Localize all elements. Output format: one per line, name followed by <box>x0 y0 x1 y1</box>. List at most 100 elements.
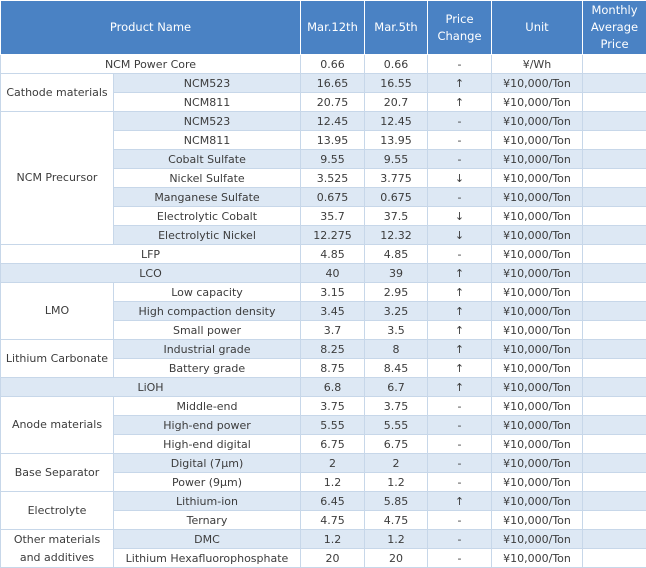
price-change-cell: - <box>428 530 492 549</box>
mar12-price-cell: 0.675 <box>301 188 365 207</box>
monthly-average-cell <box>583 245 646 264</box>
price-change-cell: ↓ <box>428 169 492 188</box>
monthly-average-cell <box>583 511 646 530</box>
unit-cell: ¥10,000/Ton <box>492 74 583 93</box>
product-name-cell: NCM811 <box>114 131 301 150</box>
monthly-average-cell <box>583 416 646 435</box>
monthly-average-cell <box>583 112 646 131</box>
price-change-cell: ↓ <box>428 226 492 245</box>
header-mar5: Mar.5th <box>365 1 428 55</box>
price-change-cell: - <box>428 188 492 207</box>
category-cell: Base Separator <box>1 454 114 492</box>
mar12-price-cell: 12.275 <box>301 226 365 245</box>
price-change-cell: ↑ <box>428 378 492 397</box>
mar12-price-cell: 3.525 <box>301 169 365 188</box>
mar5-price-cell: 4.75 <box>365 511 428 530</box>
monthly-average-cell <box>583 283 646 302</box>
monthly-average-cell <box>583 150 646 169</box>
mar12-price-cell: 20.75 <box>301 93 365 112</box>
product-name-cell: Middle-end <box>114 397 301 416</box>
mar12-price-cell: 6.75 <box>301 435 365 454</box>
price-change-cell: - <box>428 549 492 568</box>
product-name-cell: Industrial grade <box>114 340 301 359</box>
mar5-price-cell: 12.32 <box>365 226 428 245</box>
unit-cell: ¥10,000/Ton <box>492 492 583 511</box>
monthly-average-cell <box>583 530 646 549</box>
monthly-average-cell <box>583 74 646 93</box>
product-name-cell: High-end digital <box>114 435 301 454</box>
mar12-price-cell: 6.8 <box>301 378 365 397</box>
product-name-cell: Low capacity <box>114 283 301 302</box>
price-change-cell: - <box>428 473 492 492</box>
monthly-average-cell <box>583 188 646 207</box>
category-cell: Electrolyte <box>1 492 114 530</box>
mar5-price-cell: 5.85 <box>365 492 428 511</box>
mar12-price-cell: 3.15 <box>301 283 365 302</box>
unit-cell: ¥10,000/Ton <box>492 511 583 530</box>
price-change-cell: ↑ <box>428 74 492 93</box>
monthly-average-cell <box>583 207 646 226</box>
category-cell: LMO <box>1 283 114 340</box>
unit-cell: ¥10,000/Ton <box>492 530 583 549</box>
price-change-cell: - <box>428 150 492 169</box>
unit-cell: ¥10,000/Ton <box>492 169 583 188</box>
product-name-cell: Lithium-ion <box>114 492 301 511</box>
unit-cell: ¥10,000/Ton <box>492 321 583 340</box>
mar5-price-cell: 2 <box>365 454 428 473</box>
monthly-average-cell <box>583 397 646 416</box>
price-change-cell: - <box>428 112 492 131</box>
unit-cell: ¥10,000/Ton <box>492 359 583 378</box>
unit-cell: ¥10,000/Ton <box>492 378 583 397</box>
price-change-cell: - <box>428 511 492 530</box>
product-name-cell: Ternary <box>114 511 301 530</box>
monthly-average-cell <box>583 93 646 112</box>
monthly-average-cell <box>583 454 646 473</box>
product-name-cell: Manganese Sulfate <box>114 188 301 207</box>
mar12-price-cell: 16.65 <box>301 74 365 93</box>
mar12-price-cell: 9.55 <box>301 150 365 169</box>
mar5-price-cell: 2.95 <box>365 283 428 302</box>
product-name-cell: NCM523 <box>114 74 301 93</box>
mar12-price-cell: 1.2 <box>301 530 365 549</box>
price-change-cell: ↑ <box>428 264 492 283</box>
unit-cell: ¥10,000/Ton <box>492 397 583 416</box>
mar12-price-cell: 5.55 <box>301 416 365 435</box>
price-change-cell: ↑ <box>428 302 492 321</box>
price-change-cell: - <box>428 397 492 416</box>
unit-cell: ¥10,000/Ton <box>492 435 583 454</box>
mar12-price-cell: 13.95 <box>301 131 365 150</box>
mar5-price-cell: 3.75 <box>365 397 428 416</box>
mar12-price-cell: 3.7 <box>301 321 365 340</box>
product-name-cell: NCM811 <box>114 93 301 112</box>
mar12-price-cell: 1.2 <box>301 473 365 492</box>
mar5-price-cell: 20.7 <box>365 93 428 112</box>
mar5-price-cell: 0.66 <box>365 55 428 74</box>
product-name-cell: LiOH <box>1 378 301 397</box>
header-monthly-average: Monthly Average Price <box>583 1 646 55</box>
product-name-cell: Electrolytic Cobalt <box>114 207 301 226</box>
monthly-average-cell <box>583 302 646 321</box>
price-change-cell: ↑ <box>428 283 492 302</box>
mar12-price-cell: 35.7 <box>301 207 365 226</box>
unit-cell: ¥10,000/Ton <box>492 188 583 207</box>
unit-cell: ¥/Wh <box>492 55 583 74</box>
mar5-price-cell: 5.55 <box>365 416 428 435</box>
mar12-price-cell: 3.45 <box>301 302 365 321</box>
category-cell: Cathode materials <box>1 74 114 112</box>
product-name-cell: High-end power <box>114 416 301 435</box>
unit-cell: ¥10,000/Ton <box>492 150 583 169</box>
product-name-cell: LCO <box>1 264 301 283</box>
mar5-price-cell: 3.775 <box>365 169 428 188</box>
mar5-price-cell: 3.5 <box>365 321 428 340</box>
unit-cell: ¥10,000/Ton <box>492 283 583 302</box>
